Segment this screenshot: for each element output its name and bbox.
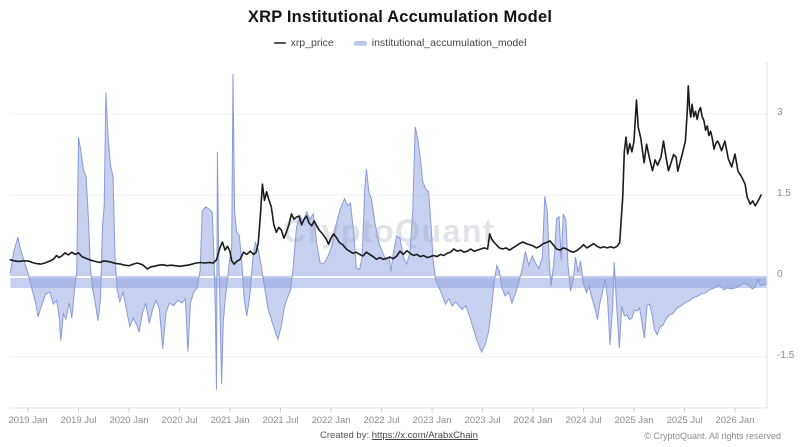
- svg-text:2025 Jan: 2025 Jan: [614, 415, 653, 426]
- svg-text:2025 Jul: 2025 Jul: [667, 415, 703, 426]
- price-line-swatch-icon: [273, 42, 286, 44]
- svg-text:2023 Jul: 2023 Jul: [465, 415, 501, 426]
- svg-text:1.5: 1.5: [777, 188, 791, 199]
- chart-legend: xrp_price institutional_accumulation_mod…: [0, 37, 800, 49]
- chart-title: XRP Institutional Accumulation Model: [247, 8, 553, 26]
- legend-item-xrp-price[interactable]: xrp_price: [273, 37, 334, 49]
- watermark: CryptoQuant: [282, 213, 496, 249]
- legend-item-institutional-accumulation-model[interactable]: institutional_accumulation_model: [353, 37, 527, 49]
- footer-copyright: © CryptoQuant. All rights reserved: [644, 431, 781, 441]
- legend-label-xrp-price: xrp_price: [290, 37, 334, 49]
- svg-text:2021 Jul: 2021 Jul: [263, 415, 299, 426]
- svg-text:2022 Jul: 2022 Jul: [364, 415, 400, 426]
- created-by-label: Created by:: [320, 430, 370, 441]
- svg-text:2022 Jan: 2022 Jan: [311, 415, 350, 426]
- svg-text:3: 3: [777, 107, 783, 118]
- svg-text:2021 Jan: 2021 Jan: [210, 415, 249, 426]
- svg-text:2020 Jan: 2020 Jan: [109, 415, 148, 426]
- svg-text:2020 Jul: 2020 Jul: [162, 415, 198, 426]
- svg-text:2024 Jul: 2024 Jul: [566, 415, 602, 426]
- svg-text:2026 Jan: 2026 Jan: [715, 415, 754, 426]
- area-swatch-icon: [353, 40, 367, 46]
- svg-text:0: 0: [777, 269, 783, 280]
- creator-link[interactable]: https://x.com/ArabxChain: [371, 430, 478, 441]
- svg-text:2019 Jul: 2019 Jul: [61, 415, 97, 426]
- footer-credit: Created by: https://x.com/ArabxChain: [320, 430, 478, 441]
- svg-text:-1.5: -1.5: [777, 350, 795, 361]
- svg-text:2024 Jan: 2024 Jan: [513, 415, 552, 426]
- svg-text:2023 Jan: 2023 Jan: [412, 415, 451, 426]
- svg-text:2019 Jan: 2019 Jan: [8, 415, 47, 426]
- legend-label-institutional-accumulation-model: institutional_accumulation_model: [371, 37, 527, 49]
